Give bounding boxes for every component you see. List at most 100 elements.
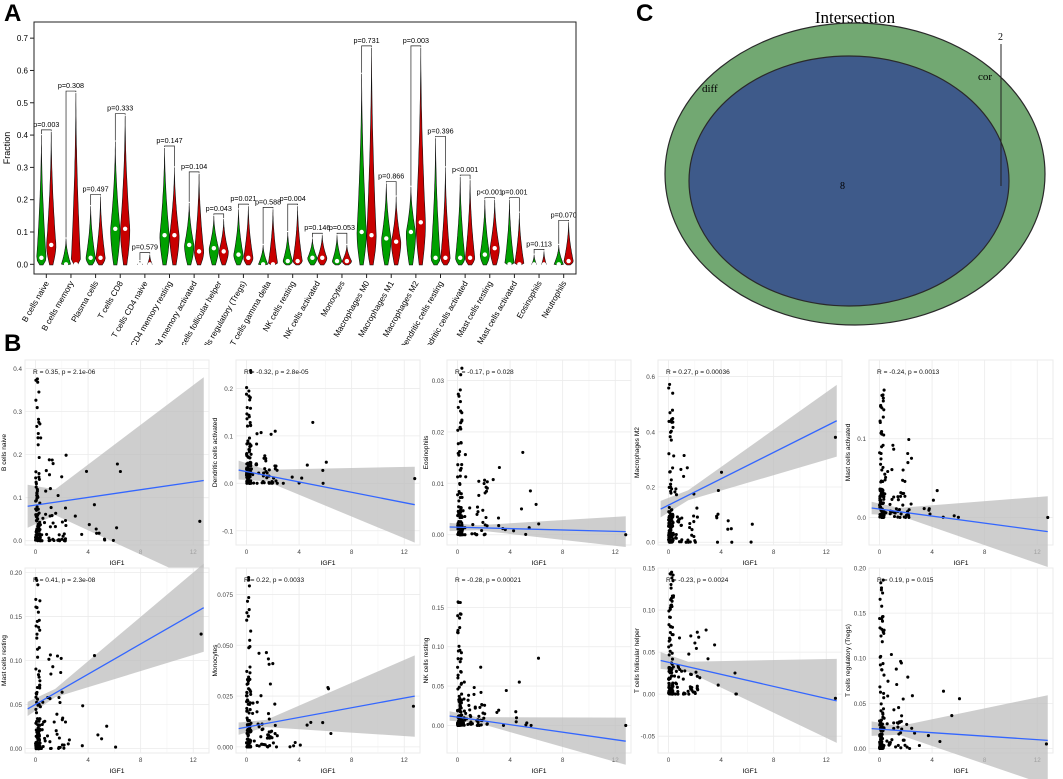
scatter-point (40, 539, 44, 543)
scatter-point (311, 420, 315, 424)
scatter-point (38, 599, 42, 603)
scatter-point (458, 704, 463, 709)
scatter-point (477, 723, 481, 727)
scatter-point (901, 503, 905, 507)
scatter-point (483, 491, 487, 495)
scatter-point (35, 636, 39, 640)
scatter-point (688, 521, 692, 526)
scatter-point (247, 608, 251, 612)
scatter-point (667, 535, 671, 539)
scatter-point (249, 423, 253, 427)
scatter-point (60, 520, 64, 524)
scatter-point (706, 657, 710, 661)
scatter-point (878, 685, 882, 689)
scatter-point (726, 527, 730, 531)
scatter-point (37, 477, 41, 481)
scatter-point (468, 708, 472, 712)
scatter-point (34, 514, 38, 519)
scatter-point (670, 570, 674, 574)
scatter-regression-line (660, 659, 837, 702)
scatter-point (910, 694, 914, 698)
scatter-x-tick-label: 0 (34, 549, 38, 556)
scatter-point (879, 718, 884, 722)
scatter-point (669, 438, 673, 442)
scatter-point (456, 475, 460, 479)
scatter-point (900, 727, 904, 731)
scatter-point (58, 539, 62, 543)
scatter-y-tick-label: 0.05 (643, 650, 656, 657)
scatter-point (245, 424, 250, 428)
scatter-point (248, 688, 252, 692)
scatter-y-tick-label: 0.20 (10, 570, 23, 577)
scatter-point (37, 747, 42, 751)
scatter-point (34, 398, 38, 402)
scatter-point (682, 474, 686, 478)
scatter-point (267, 662, 271, 666)
scatter-point (51, 665, 55, 669)
scatter-y-tick-label: 0.15 (643, 566, 656, 573)
scatter-point (673, 692, 677, 696)
scatter-point (879, 462, 883, 466)
scatter-point (36, 436, 40, 440)
scatter-point (38, 684, 42, 688)
scatter-point (96, 733, 100, 737)
scatter-point (672, 454, 676, 458)
scatter-point (881, 662, 885, 666)
scatter-ci-band (660, 652, 837, 743)
scatter-point (519, 507, 524, 511)
scatter-point (671, 416, 675, 421)
scatter-point (878, 597, 882, 601)
scatter-point (480, 528, 484, 533)
scatter-point (47, 657, 51, 661)
scatter-point (458, 468, 462, 472)
scatter-point (679, 467, 683, 471)
scatter-point (479, 690, 483, 694)
scatter-point-outlier (624, 533, 628, 537)
scatter-point (262, 481, 266, 485)
scatter-point (35, 619, 39, 623)
scatter-point (459, 492, 463, 496)
scatter-y-tick-label: 0.4 (13, 366, 22, 373)
scatter-point (470, 722, 474, 726)
scatter-point (244, 392, 249, 396)
scatter-point (37, 511, 41, 515)
scatter-point (274, 479, 278, 483)
scatter-point (58, 700, 62, 705)
scatter-point (53, 525, 57, 529)
scatter-y-axis-label: T cells follicular helper (634, 627, 641, 693)
scatter-y-axis-label: Macrophages M2 (634, 427, 641, 478)
scatter-point (888, 512, 892, 516)
violin-p-value: p=0.004 (280, 194, 306, 203)
scatter-point (882, 631, 886, 635)
scatter-point (321, 481, 325, 485)
scatter-point (457, 694, 461, 698)
scatter-point (39, 436, 43, 440)
scatter-point (685, 466, 689, 470)
scatter-x-axis-label: IGF1 (109, 560, 124, 567)
scatter-point (37, 475, 41, 479)
scatter-point (896, 515, 900, 519)
scatter-point (880, 732, 884, 736)
scatter-point (514, 716, 519, 720)
scatter-point (879, 581, 883, 585)
scatter-point (251, 711, 255, 715)
violin-median-normal (162, 233, 167, 238)
scatter-point (676, 665, 681, 669)
scatter-point (670, 487, 674, 491)
scatter-x-tick-label: 8 (983, 549, 987, 556)
scatter-point (38, 679, 42, 683)
scatter-y-tick-label: 0.00 (10, 746, 23, 753)
scatter-point (458, 388, 462, 392)
scatter-point (73, 514, 77, 518)
scatter-point (475, 505, 480, 509)
scatter-point (667, 510, 671, 514)
scatter-point (938, 739, 942, 744)
scatter-point (926, 734, 930, 738)
scatter-point (246, 455, 250, 459)
scatter-point (458, 723, 462, 727)
scatter-x-axis-label: IGF1 (742, 560, 757, 567)
scatter-point (881, 578, 885, 582)
scatter-point (886, 679, 890, 683)
scatter-point (458, 626, 462, 630)
violin-tumor (70, 93, 81, 266)
